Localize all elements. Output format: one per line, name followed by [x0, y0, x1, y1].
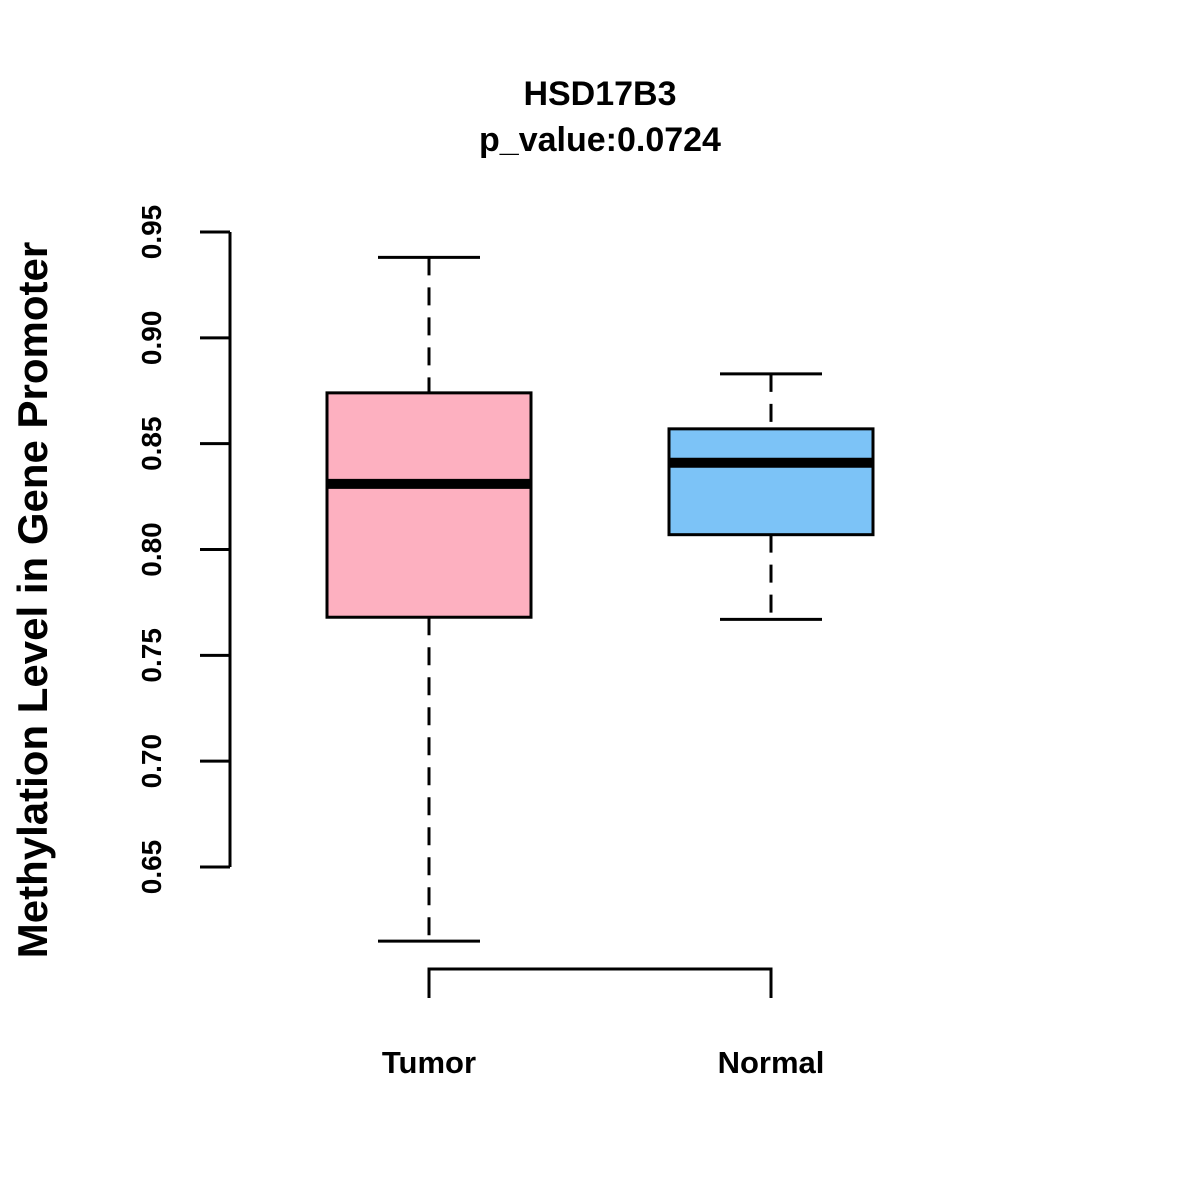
y-tick-label: 0.90: [136, 311, 167, 366]
boxes: [325, 255, 875, 943]
x-axis-labels: Tumor Normal: [382, 1045, 824, 1080]
y-tick-label: 0.95: [136, 205, 167, 260]
box-normal: [667, 372, 875, 621]
y-tick-label: 0.70: [136, 734, 167, 789]
bracket-line: [427, 967, 773, 998]
box-tumor: [325, 255, 533, 943]
chart-title: HSD17B3: [523, 75, 676, 113]
x-label-tumor: Tumor: [382, 1045, 476, 1080]
y-axis: 0.65 0.70 0.75 0.80 0.85 0.90 0.95: [136, 205, 232, 895]
y-tick-label: 0.75: [136, 628, 167, 683]
y-tick-label: 0.65: [136, 840, 167, 895]
y-tick-label: 0.85: [136, 416, 167, 471]
y-tick-label: 0.80: [136, 522, 167, 577]
y-axis-label: Methylation Level in Gene Promoter: [9, 242, 56, 958]
iqr-box: [325, 391, 533, 619]
comparison-bracket: [427, 967, 773, 998]
iqr-box: [667, 427, 875, 537]
x-label-normal: Normal: [718, 1045, 825, 1080]
chart-subtitle: p_value:0.0724: [479, 121, 721, 159]
